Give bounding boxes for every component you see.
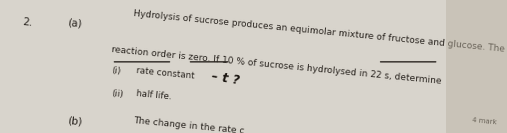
Text: (b): (b) [67, 116, 83, 127]
Text: (i): (i) [111, 66, 121, 76]
Text: rate constant: rate constant [136, 66, 195, 81]
Bar [446, 0, 507, 133]
Text: Hydrolysis of sucrose produces an equimolar mixture of fructose and glucose. The: Hydrolysis of sucrose produces an equimo… [133, 9, 505, 54]
Text: reaction order is zero. If 10 % of sucrose is hydrolysed in 22 s, determine: reaction order is zero. If 10 % of sucro… [111, 45, 442, 86]
Text: (a): (a) [67, 17, 83, 29]
Text: 2.: 2. [22, 17, 33, 28]
Text: 4 mark: 4 mark [472, 117, 497, 126]
Text: half life.: half life. [136, 89, 172, 101]
Text: (ii): (ii) [111, 89, 123, 99]
Text: – t ?: – t ? [211, 70, 241, 87]
Text: The change in the rate c: The change in the rate c [133, 116, 245, 133]
